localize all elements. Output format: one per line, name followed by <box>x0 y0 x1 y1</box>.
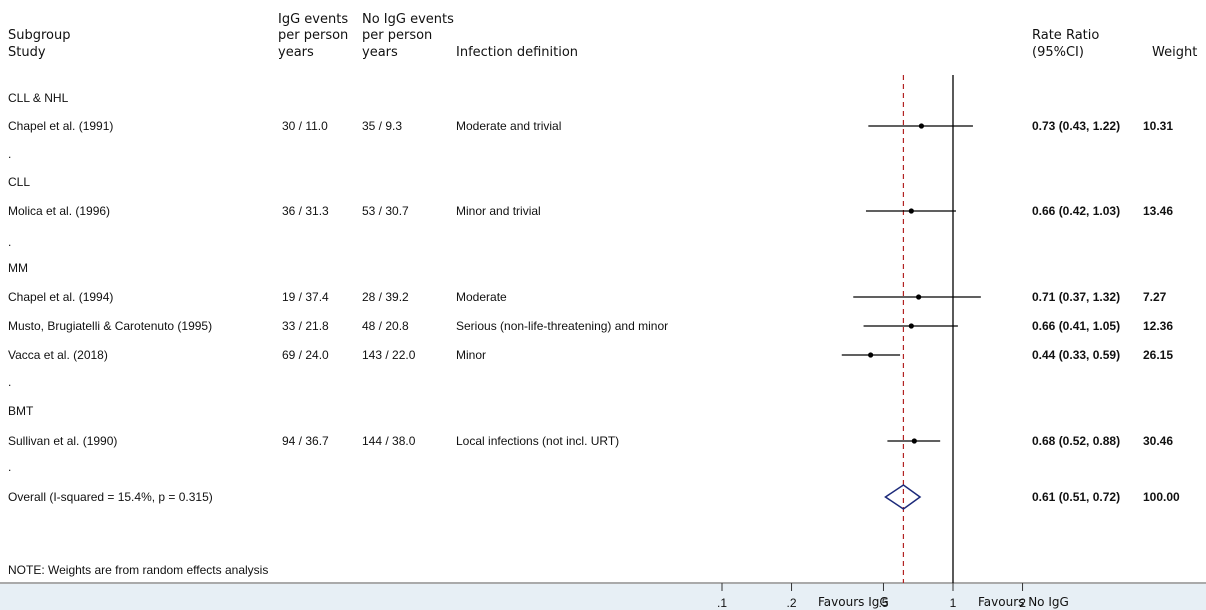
infection-definition-cell: Moderate and trivial <box>456 119 562 133</box>
subgroup-label: CLL <box>8 175 31 189</box>
point-estimate <box>911 438 917 444</box>
weight-cell: 26.15 <box>1143 348 1174 362</box>
igg-events-cell: 69 / 24.0 <box>282 348 329 362</box>
axis-tick-label: .5 <box>878 596 888 610</box>
axis-tick-label: .2 <box>787 596 797 610</box>
rate-ratio-ci: 0.71 (0.37, 1.32) <box>1032 290 1121 304</box>
spacer-dot: . <box>8 235 12 249</box>
axis-tick-label: .1 <box>717 596 727 610</box>
igg-events-cell: 19 / 37.4 <box>282 290 329 304</box>
noigg-events-cell: 144 / 38.0 <box>362 434 416 448</box>
igg-events-cell: 30 / 11.0 <box>282 119 328 133</box>
axis-tick-label: 2 <box>1019 596 1026 610</box>
point-estimate <box>908 208 914 214</box>
point-estimate <box>908 323 914 329</box>
infection-definition-cell: Moderate <box>456 290 507 304</box>
overall-weight-cell: 100.00 <box>1143 490 1180 504</box>
weight-cell: 10.31 <box>1143 119 1174 133</box>
igg-events-cell: 94 / 36.7 <box>282 434 329 448</box>
rate-ratio-ci: 0.44 (0.33, 0.59) <box>1032 348 1121 362</box>
weight-cell: 13.46 <box>1143 204 1174 218</box>
overall-label: Overall (I-squared = 15.4%, p = 0.315) <box>8 490 213 504</box>
header-noigg-per-person: per person <box>362 28 433 43</box>
noigg-events-cell: 28 / 39.2 <box>362 290 409 304</box>
noigg-events-cell: 53 / 30.7 <box>362 204 409 218</box>
axis-band <box>0 584 1206 610</box>
header-ci: (95%CI) <box>1032 45 1084 60</box>
rate-ratio-ci: 0.68 (0.52, 0.88) <box>1032 434 1121 448</box>
spacer-dot: . <box>8 375 12 389</box>
favours-igg-label: Favours IgG <box>818 595 889 609</box>
header-subgroup: Subgroup <box>8 28 71 43</box>
header-rate-ratio: Rate Ratio <box>1032 28 1100 43</box>
header-igg-per-person: per person <box>278 28 349 43</box>
favours-no-igg-label: Favours No IgG <box>978 595 1069 609</box>
point-estimate <box>916 294 922 300</box>
infection-definition-cell: Minor <box>456 348 487 362</box>
study-name: Vacca et al. (2018) <box>8 348 108 362</box>
weight-cell: 30.46 <box>1143 434 1174 448</box>
header-weight: Weight <box>1152 45 1198 60</box>
overall-rate-ratio-ci: 0.61 (0.51, 0.72) <box>1032 490 1121 504</box>
infection-definition-cell: Local infections (not incl. URT) <box>456 434 620 448</box>
igg-events-cell: 36 / 31.3 <box>282 204 329 218</box>
infection-definition-cell: Serious (non-life-threatening) and minor <box>456 319 669 333</box>
axis-tick-label: 1 <box>950 596 957 610</box>
header-noigg-events: No IgG events <box>362 12 454 27</box>
spacer-dot: . <box>8 460 12 474</box>
overall-diamond <box>884 484 922 510</box>
rate-ratio-ci: 0.66 (0.42, 1.03) <box>1032 204 1121 218</box>
noigg-events-cell: 143 / 22.0 <box>362 348 416 362</box>
study-name: Chapel et al. (1994) <box>8 290 114 304</box>
weight-cell: 7.27 <box>1143 290 1167 304</box>
spacer-dot: . <box>8 147 12 161</box>
point-estimate <box>918 123 925 129</box>
infection-definition-cell: Minor and trivial <box>456 204 541 218</box>
study-name: Chapel et al. (1991) <box>8 119 114 133</box>
header-igg-events: IgG events <box>278 12 349 27</box>
weight-cell: 12.36 <box>1143 319 1174 333</box>
header-igg-years: years <box>278 45 314 60</box>
footer-note: NOTE: Weights are from random effects an… <box>8 563 269 577</box>
study-name: Molica et al. (1996) <box>8 204 111 218</box>
rate-ratio-ci: 0.66 (0.41, 1.05) <box>1032 319 1121 333</box>
noigg-events-cell: 48 / 20.8 <box>362 319 409 333</box>
subgroup-label: BMT <box>8 404 34 418</box>
point-estimate <box>868 352 874 358</box>
header-noigg-years: years <box>362 45 398 60</box>
subgroup-label: MM <box>8 261 28 275</box>
study-name: Sullivan et al. (1990) <box>8 434 118 448</box>
header-infection-definition: Infection definition <box>456 45 579 60</box>
subgroup-label: CLL & NHL <box>8 91 69 105</box>
noigg-events-cell: 35 / 9.3 <box>362 119 403 133</box>
rate-ratio-ci: 0.73 (0.43, 1.22) <box>1032 119 1121 133</box>
study-name: Musto, Brugiatelli & Carotenuto (1995) <box>8 319 213 333</box>
igg-events-cell: 33 / 21.8 <box>282 319 329 333</box>
header-study: Study <box>8 45 46 60</box>
